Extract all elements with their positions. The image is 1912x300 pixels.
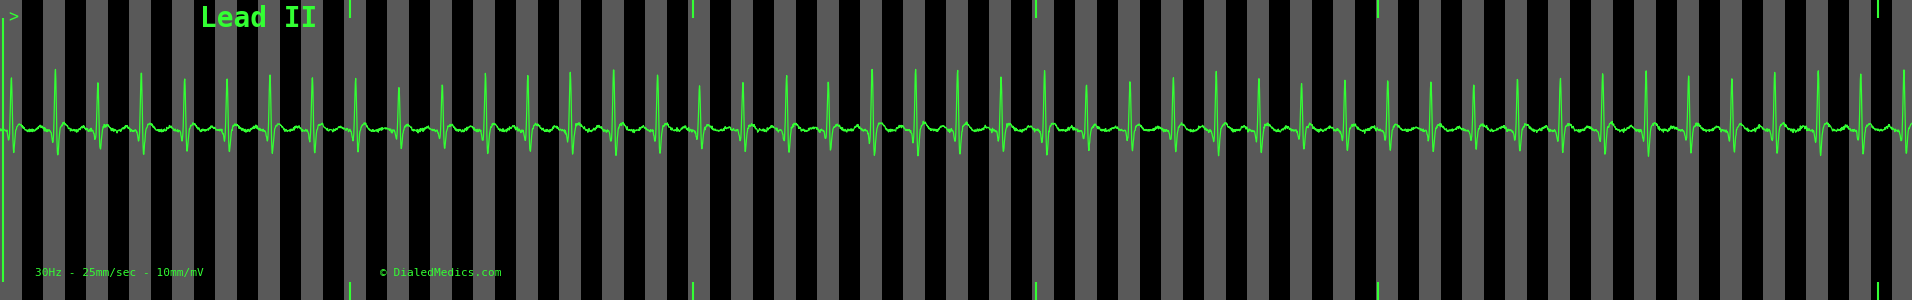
Bar — [86, 0, 107, 300]
Text: Lead II: Lead II — [201, 5, 317, 33]
Bar — [644, 0, 667, 300]
Bar — [1721, 0, 1742, 300]
Bar — [1591, 0, 1614, 300]
Text: 30Hz - 25mm/sec - 10mm/mV: 30Hz - 25mm/sec - 10mm/mV — [34, 268, 205, 278]
Bar — [128, 0, 151, 300]
Bar — [42, 0, 65, 300]
Bar — [1849, 0, 1872, 300]
Bar — [774, 0, 795, 300]
Bar — [430, 0, 451, 300]
Bar — [558, 0, 581, 300]
Bar — [946, 0, 967, 300]
Bar — [860, 0, 881, 300]
Text: >: > — [8, 8, 17, 26]
Bar — [344, 0, 365, 300]
Bar — [1763, 0, 1786, 300]
Bar — [1807, 0, 1828, 300]
Bar — [172, 0, 193, 300]
Bar — [1463, 0, 1484, 300]
Bar — [1291, 0, 1312, 300]
Bar — [730, 0, 753, 300]
Bar — [902, 0, 925, 300]
Bar — [1419, 0, 1442, 300]
Bar — [816, 0, 839, 300]
Bar — [1635, 0, 1656, 300]
Bar — [1893, 0, 1912, 300]
Bar — [688, 0, 709, 300]
Bar — [1032, 0, 1054, 300]
Bar — [1505, 0, 1528, 300]
Bar — [0, 0, 23, 300]
Bar — [1119, 0, 1140, 300]
Bar — [386, 0, 409, 300]
Bar — [1205, 0, 1226, 300]
Bar — [1677, 0, 1700, 300]
Bar — [989, 0, 1011, 300]
Bar — [472, 0, 495, 300]
Bar — [516, 0, 537, 300]
Bar — [1247, 0, 1270, 300]
Bar — [1333, 0, 1356, 300]
Bar — [1161, 0, 1184, 300]
Bar — [1377, 0, 1398, 300]
Bar — [214, 0, 237, 300]
Bar — [1075, 0, 1097, 300]
Bar — [1549, 0, 1570, 300]
Bar — [602, 0, 623, 300]
Text: © DialedMedics.com: © DialedMedics.com — [380, 268, 501, 278]
Bar — [300, 0, 323, 300]
Bar — [258, 0, 279, 300]
